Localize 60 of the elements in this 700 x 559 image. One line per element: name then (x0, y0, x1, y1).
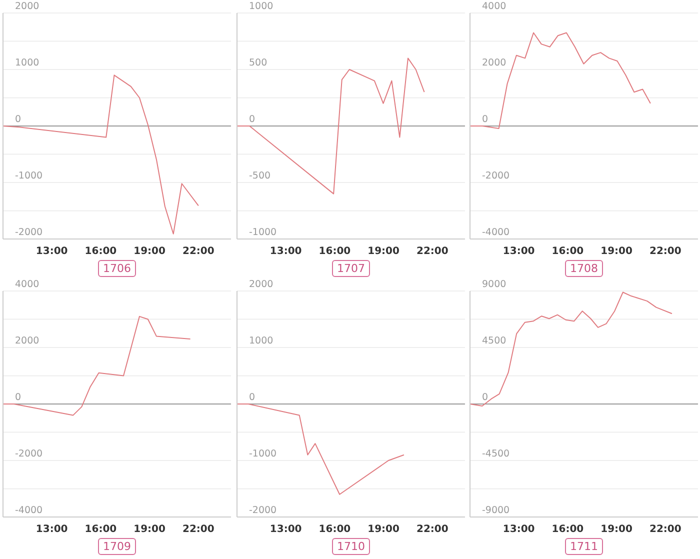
y-tick-label: -2000 (15, 227, 43, 238)
y-tick-label: -4000 (482, 227, 510, 238)
y-tick-label: -1000 (249, 448, 277, 460)
y-tick-label: 0 (482, 114, 488, 125)
text: 1709 (98, 538, 136, 555)
y-tick-label: 0 (249, 114, 256, 125)
x-tick-label: 19:00 (368, 524, 400, 536)
text: 1710 (332, 538, 370, 555)
y-tick-label: -4500 (482, 448, 510, 460)
y-tick-label: 2000 (15, 336, 40, 346)
x-tick-label: 16:00 (552, 524, 584, 536)
y-tick-label: 2000 (482, 58, 506, 68)
x-tick-label: 13:00 (270, 524, 302, 536)
y-tick-label: -1000 (249, 227, 277, 238)
y-tick-label: 0 (15, 114, 22, 125)
x-tick-label: 22:00 (416, 246, 448, 258)
x-tick-label: 16:00 (84, 246, 117, 258)
x-tick-label: 13:00 (36, 524, 68, 536)
y-tick-label: 1000 (249, 1, 274, 12)
y-tick-label: 4500 (482, 336, 506, 346)
y-tick-label: -2000 (249, 505, 277, 516)
y-tick-label: -4000 (15, 505, 43, 516)
y-tick-label: 2000 (249, 279, 274, 290)
x-tick-label: 19:00 (600, 246, 633, 258)
x-tick-label: 22:00 (182, 246, 214, 258)
y-tick-label: -9000 (482, 505, 510, 516)
text: 1707 (332, 260, 370, 277)
y-tick-label: 1000 (15, 58, 40, 68)
x-tick-label: 16:00 (318, 524, 351, 536)
y-tick-label: 1000 (249, 336, 274, 346)
x-tick-label: 19:00 (600, 524, 633, 536)
x-tick-label: 22:00 (650, 524, 682, 536)
y-tick-label: 0 (15, 392, 22, 403)
y-tick-label: 0 (482, 392, 488, 403)
y-tick-label: -1000 (15, 170, 43, 182)
x-tick-label: 13:00 (270, 246, 302, 258)
y-tick-label: 2000 (15, 1, 40, 12)
y-tick-label: -500 (249, 170, 271, 182)
x-tick-label: 13:00 (36, 246, 68, 258)
text: 1711 (565, 538, 603, 555)
x-tick-label: 13:00 (502, 524, 535, 536)
y-tick-label: -2000 (15, 448, 43, 460)
x-tick-label: 22:00 (182, 524, 214, 536)
x-tick-label: 19:00 (368, 246, 400, 258)
x-tick-label: 16:00 (84, 524, 117, 536)
y-tick-label: 0 (249, 392, 256, 403)
x-tick-label: 22:00 (416, 524, 448, 536)
y-tick-label: 9000 (482, 279, 506, 290)
text: 1708 (565, 260, 603, 277)
x-tick-label: 13:00 (502, 246, 535, 258)
x-tick-label: 22:00 (650, 246, 682, 258)
text: 1706 (98, 260, 136, 277)
y-tick-label: 500 (249, 58, 268, 68)
y-tick-label: 4000 (15, 279, 40, 290)
y-tick-label: 4000 (482, 1, 506, 12)
x-tick-label: 16:00 (318, 246, 351, 258)
y-tick-label: -2000 (482, 170, 510, 182)
x-tick-label: 16:00 (552, 246, 584, 258)
x-tick-label: 19:00 (134, 246, 166, 258)
x-tick-label: 19:00 (134, 524, 166, 536)
